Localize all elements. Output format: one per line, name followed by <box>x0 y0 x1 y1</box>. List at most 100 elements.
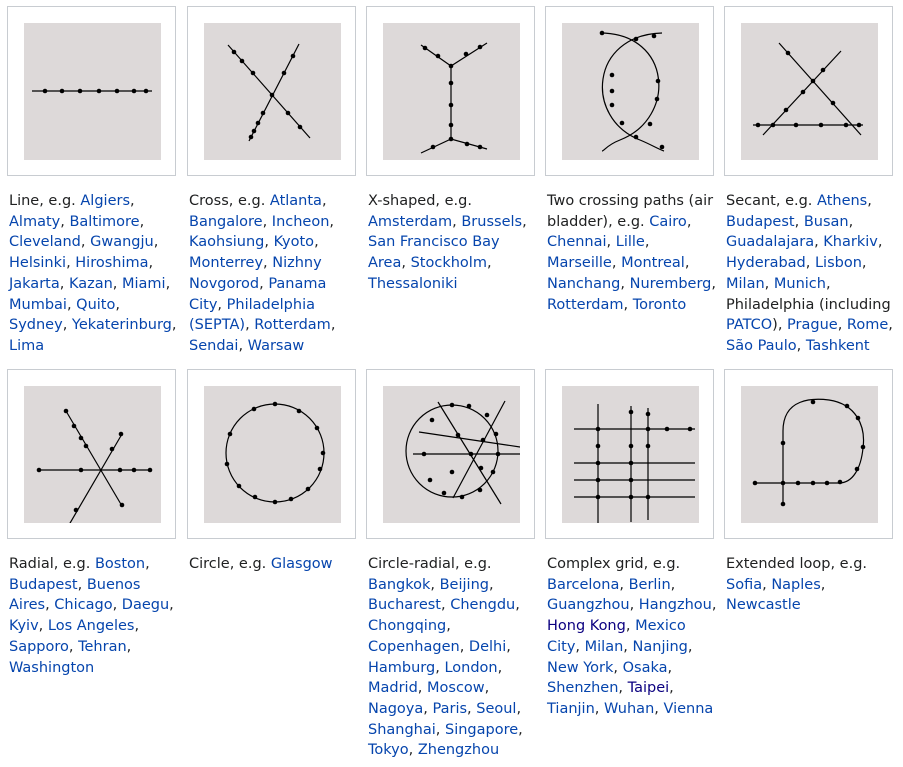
city-link[interactable]: Los Angeles <box>47 618 135 635</box>
city-link[interactable]: Yekaterinburg <box>71 317 172 334</box>
city-link[interactable]: Bangkok <box>368 576 431 593</box>
city-link[interactable]: Cleveland <box>9 234 81 251</box>
city-link[interactable]: Monterrey <box>189 255 264 272</box>
city-link[interactable]: Rome <box>846 317 889 334</box>
city-link[interactable]: Athens <box>817 193 868 209</box>
city-link[interactable]: Shanghai <box>368 721 436 738</box>
city-link[interactable]: Algiers <box>80 193 131 209</box>
city-link[interactable]: Chengdu <box>450 597 516 614</box>
city-link[interactable]: Madrid <box>368 680 418 697</box>
city-link[interactable]: Daegu <box>121 597 170 614</box>
city-link[interactable]: Chennai <box>547 234 607 251</box>
city-link[interactable]: Helsinki <box>9 255 67 272</box>
city-link[interactable]: São Paulo <box>726 337 797 354</box>
city-link[interactable]: London <box>444 659 498 676</box>
city-link[interactable]: Sapporo <box>9 638 69 655</box>
city-link[interactable]: Incheon <box>271 213 330 230</box>
city-link[interactable]: Almaty <box>9 213 61 230</box>
city-link[interactable]: Nuremberg <box>629 275 712 292</box>
city-link[interactable]: Tashkent <box>805 337 870 354</box>
city-link[interactable]: Singapore <box>445 721 519 738</box>
city-link[interactable]: Bucharest <box>368 597 441 614</box>
complex-grid-diagram-thumbnail[interactable] <box>545 369 714 539</box>
city-link[interactable]: Wuhan <box>603 700 655 717</box>
circle-radial-diagram-thumbnail[interactable] <box>366 369 535 539</box>
city-link[interactable]: Chongqing <box>368 618 447 635</box>
city-link[interactable]: Glasgow <box>270 556 333 572</box>
city-link[interactable]: Sendai <box>189 337 239 354</box>
city-link[interactable]: Bangalore <box>189 213 263 230</box>
city-link[interactable]: Taipei <box>627 680 670 697</box>
city-link[interactable]: Moscow <box>427 680 485 697</box>
city-link[interactable]: Warsaw <box>247 337 305 354</box>
city-link[interactable]: Quito <box>76 296 116 313</box>
city-link[interactable]: Milan <box>584 638 624 655</box>
city-link[interactable]: Mexico City <box>547 618 686 655</box>
city-link[interactable]: Kyoto <box>273 234 315 251</box>
city-link[interactable]: Hyderabad <box>726 255 806 272</box>
city-link[interactable]: Lille <box>615 234 645 251</box>
city-link[interactable]: Tokyo <box>368 742 409 759</box>
city-link[interactable]: Kaohsiung <box>189 234 265 251</box>
city-link[interactable]: Toronto <box>632 296 687 313</box>
city-link[interactable]: Thessaloniki <box>368 275 458 292</box>
city-link[interactable]: Hangzhou <box>638 597 712 614</box>
city-link[interactable]: Lisbon <box>814 255 862 272</box>
city-link[interactable]: Chicago <box>54 597 113 614</box>
city-link[interactable]: Philadelphia (SEPTA) <box>189 296 315 334</box>
city-link[interactable]: Sydney <box>9 317 63 334</box>
extended-loop-diagram-thumbnail[interactable] <box>724 369 893 539</box>
city-link[interactable]: Washington <box>9 659 95 676</box>
city-link[interactable]: Buenos Aires <box>9 576 141 614</box>
city-link[interactable]: Prague <box>787 317 838 334</box>
city-link[interactable]: Atlanta <box>269 193 322 209</box>
city-link[interactable]: Marseille <box>547 255 612 272</box>
city-link[interactable]: Munich <box>773 275 826 292</box>
radial-diagram-thumbnail[interactable] <box>7 369 176 539</box>
city-link[interactable]: Newcastle <box>726 597 801 614</box>
city-link[interactable]: Tehran <box>78 638 127 655</box>
city-link[interactable]: Guangzhou <box>547 597 630 614</box>
city-link[interactable]: Paris <box>432 700 468 717</box>
city-link[interactable]: Seoul <box>476 700 517 717</box>
city-link[interactable]: Budapest <box>9 576 78 593</box>
city-link[interactable]: Panama City <box>189 275 327 313</box>
city-link[interactable]: Nanjing <box>632 638 688 655</box>
city-link[interactable]: Milan <box>726 275 765 292</box>
city-link[interactable]: Zhengzhou <box>417 742 500 759</box>
city-link[interactable]: Rotterdam <box>254 317 331 334</box>
city-link[interactable]: Stockholm <box>410 255 487 272</box>
two-crossing-paths-diagram-thumbnail[interactable] <box>545 6 714 176</box>
city-link[interactable]: Jakarta <box>9 275 60 292</box>
city-link[interactable]: New York <box>547 659 614 676</box>
city-link[interactable]: Cairo <box>649 213 687 230</box>
city-link[interactable]: Boston <box>94 556 146 572</box>
city-link[interactable]: Nanchang <box>547 275 621 292</box>
city-link[interactable]: Kharkiv <box>823 234 878 251</box>
city-link[interactable]: Vienna <box>663 700 714 717</box>
city-link[interactable]: Hamburg <box>368 659 436 676</box>
secant-diagram-thumbnail[interactable] <box>724 6 893 176</box>
city-link[interactable]: Copenhagen <box>368 638 460 655</box>
city-link[interactable]: Mumbai <box>9 296 67 313</box>
city-link[interactable]: Busan <box>803 213 849 230</box>
city-link[interactable]: Barcelona <box>547 576 620 593</box>
city-link[interactable]: Budapest <box>726 213 795 230</box>
x-shaped-diagram-thumbnail[interactable] <box>366 6 535 176</box>
city-link[interactable]: Beijing <box>439 576 489 593</box>
city-link[interactable]: Hong Kong <box>547 618 626 635</box>
city-link[interactable]: Rotterdam <box>547 296 624 313</box>
city-link[interactable]: Miami <box>122 275 166 292</box>
city-link[interactable]: Brussels <box>461 213 523 230</box>
city-link[interactable]: Hiroshima <box>75 255 149 272</box>
city-link[interactable]: Nizhny Novgorod <box>189 255 322 292</box>
city-link[interactable]: Lima <box>9 337 45 354</box>
city-link[interactable]: Kazan <box>68 275 113 292</box>
city-link[interactable]: Kyiv <box>9 618 39 635</box>
circle-diagram-thumbnail[interactable] <box>187 369 356 539</box>
cross-diagram-thumbnail[interactable] <box>187 6 356 176</box>
city-link[interactable]: Delhi <box>468 638 507 655</box>
city-link[interactable]: Guadalajara <box>726 234 815 251</box>
city-link[interactable]: Shenzhen <box>547 680 619 697</box>
city-link[interactable]: Tianjin <box>547 700 595 717</box>
